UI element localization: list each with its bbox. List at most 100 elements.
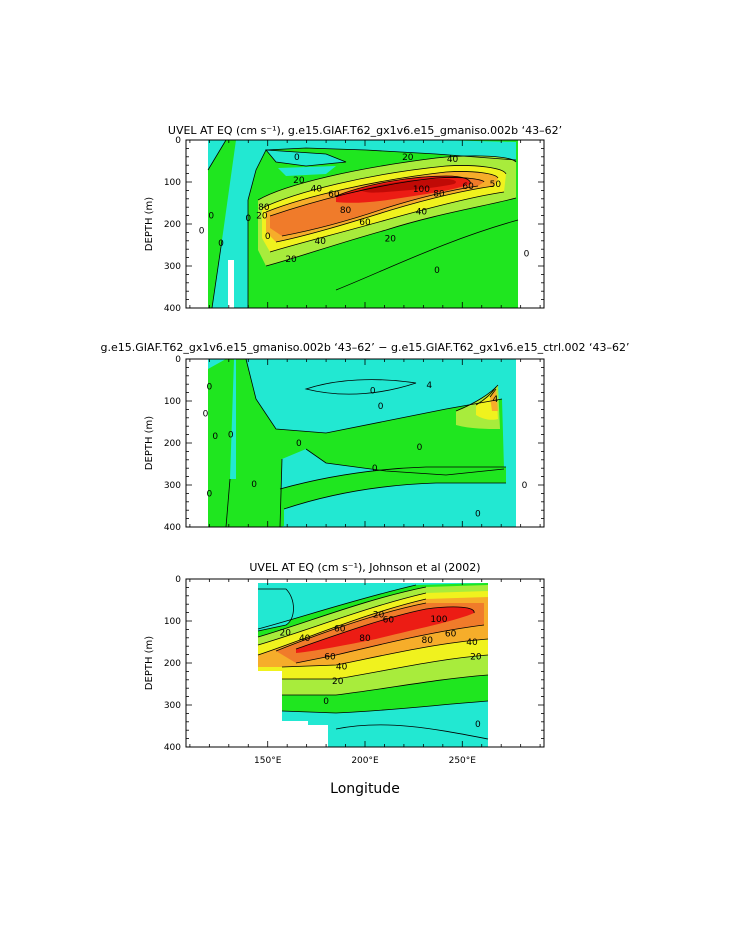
contour-label: 20 bbox=[332, 677, 344, 687]
contour-label: 40 bbox=[416, 207, 428, 217]
contour-label: 0 bbox=[203, 410, 209, 420]
contour-label: 80 bbox=[433, 189, 445, 199]
contour-label: 0 bbox=[218, 239, 224, 249]
contour-label: 0 bbox=[206, 382, 212, 392]
contour-label: 20 bbox=[402, 153, 414, 163]
contour-label: 20 bbox=[256, 212, 268, 222]
contour-lines-model bbox=[207, 140, 519, 308]
contour-label: 80 bbox=[340, 206, 352, 216]
contour-lines-observations bbox=[257, 584, 489, 740]
contour-label: 20 bbox=[470, 653, 482, 663]
contour-label: 0 bbox=[417, 443, 423, 453]
x-tick-label: 200°E bbox=[351, 756, 379, 766]
y-axis-label-model: DEPTH (m) bbox=[144, 197, 155, 251]
y-tick-label: 100 bbox=[164, 178, 181, 188]
contour-label: 60 bbox=[328, 190, 340, 200]
contour-label: 0 bbox=[378, 402, 384, 412]
contour-label: 60 bbox=[359, 218, 371, 228]
contour-label: 60 bbox=[324, 653, 336, 663]
contour-label: 0 bbox=[265, 232, 271, 242]
contour-label: 40 bbox=[311, 184, 323, 194]
x-ticks-model bbox=[189, 140, 541, 308]
contour-label: 100 bbox=[430, 615, 447, 625]
contour-lines-difference bbox=[225, 359, 506, 527]
y-tick-label: 200 bbox=[164, 659, 181, 669]
contour-label: 20 bbox=[293, 176, 305, 186]
y-tick-label: 300 bbox=[164, 481, 181, 491]
x-ticks-difference bbox=[189, 359, 541, 527]
contour-label: 40 bbox=[447, 155, 459, 165]
contour-label: 0 bbox=[245, 214, 251, 224]
contour-fill-observations bbox=[186, 579, 544, 747]
x-ticks-observations bbox=[189, 579, 541, 747]
contour-label: 80 bbox=[359, 634, 371, 644]
y-tick-label: 0 bbox=[175, 136, 181, 146]
y-tick-label: 400 bbox=[164, 743, 181, 753]
contour-label: 0 bbox=[294, 153, 300, 163]
contour-label: 40 bbox=[315, 237, 327, 247]
contour-label: 0 bbox=[475, 510, 481, 520]
contour-label: 20 bbox=[285, 255, 297, 265]
contour-label: 0 bbox=[251, 480, 257, 490]
contour-label: 0 bbox=[296, 439, 302, 449]
contour-label: 0 bbox=[199, 226, 205, 236]
contour-label: 80 bbox=[422, 636, 434, 646]
chart-title-observations: UVEL AT EQ (cm s⁻¹), Johnson et al (2002… bbox=[249, 561, 480, 574]
contour-label: 60 bbox=[334, 625, 346, 635]
x-tick-label: 150°E bbox=[254, 756, 282, 766]
y-tick-label: 400 bbox=[164, 523, 181, 533]
contour-label: 40 bbox=[466, 638, 478, 648]
y-tick-label: 200 bbox=[164, 439, 181, 449]
contour-label: 0 bbox=[372, 464, 378, 474]
y-tick-label: 100 bbox=[164, 617, 181, 627]
y-tick-label: 400 bbox=[164, 304, 181, 314]
y-axis-label-observations: DEPTH (m) bbox=[144, 636, 155, 690]
contour-label: 60 bbox=[462, 182, 474, 192]
contour-label: 4 bbox=[492, 395, 498, 405]
x-tick-label: 250°E bbox=[449, 756, 477, 766]
contour-label: 40 bbox=[336, 662, 348, 672]
y-tick-label: 200 bbox=[164, 220, 181, 230]
contour-label: 4 bbox=[426, 381, 432, 391]
contour-label: 80 bbox=[258, 203, 270, 213]
contour-label: 0 bbox=[370, 387, 376, 397]
x-tick-labels: 150°E 200°E 250°E bbox=[254, 756, 476, 766]
contour-label: 20 bbox=[373, 611, 385, 621]
contour-label: 0 bbox=[206, 489, 212, 499]
contour-label: 20 bbox=[280, 628, 292, 638]
contour-label: 0 bbox=[212, 432, 218, 442]
contour-label: 50 bbox=[490, 180, 502, 190]
y-tick-label: 0 bbox=[175, 355, 181, 365]
contour-label: 0 bbox=[522, 481, 528, 491]
contour-label: 40 bbox=[299, 634, 311, 644]
y-tick-label: 100 bbox=[164, 397, 181, 407]
chart-title-difference: g.e15.GIAF.T62_gx1v6.e15_gmaniso.002b ‘4… bbox=[101, 341, 630, 354]
contour-label: 0 bbox=[434, 266, 440, 276]
contour-label: 60 bbox=[383, 615, 395, 625]
contour-label: 0 bbox=[475, 720, 481, 730]
contour-label: 100 bbox=[413, 185, 430, 195]
contour-label: 0 bbox=[323, 697, 329, 707]
contour-fill-difference bbox=[186, 359, 544, 527]
x-axis-label: Longitude bbox=[330, 781, 400, 797]
contour-label: 0 bbox=[208, 212, 214, 222]
y-tick-label: 300 bbox=[164, 262, 181, 272]
y-tick-label: 0 bbox=[175, 575, 181, 585]
contour-label: 0 bbox=[228, 431, 234, 441]
y-axis-label-difference: DEPTH (m) bbox=[144, 416, 155, 470]
contour-label: 60 bbox=[445, 630, 457, 640]
y-tick-label: 300 bbox=[164, 701, 181, 711]
chart-title-model: UVEL AT EQ (cm s⁻¹), g.e15.GIAF.T62_gx1v… bbox=[168, 124, 562, 137]
contour-label: 0 bbox=[524, 249, 530, 259]
contour-label: 20 bbox=[385, 235, 397, 245]
